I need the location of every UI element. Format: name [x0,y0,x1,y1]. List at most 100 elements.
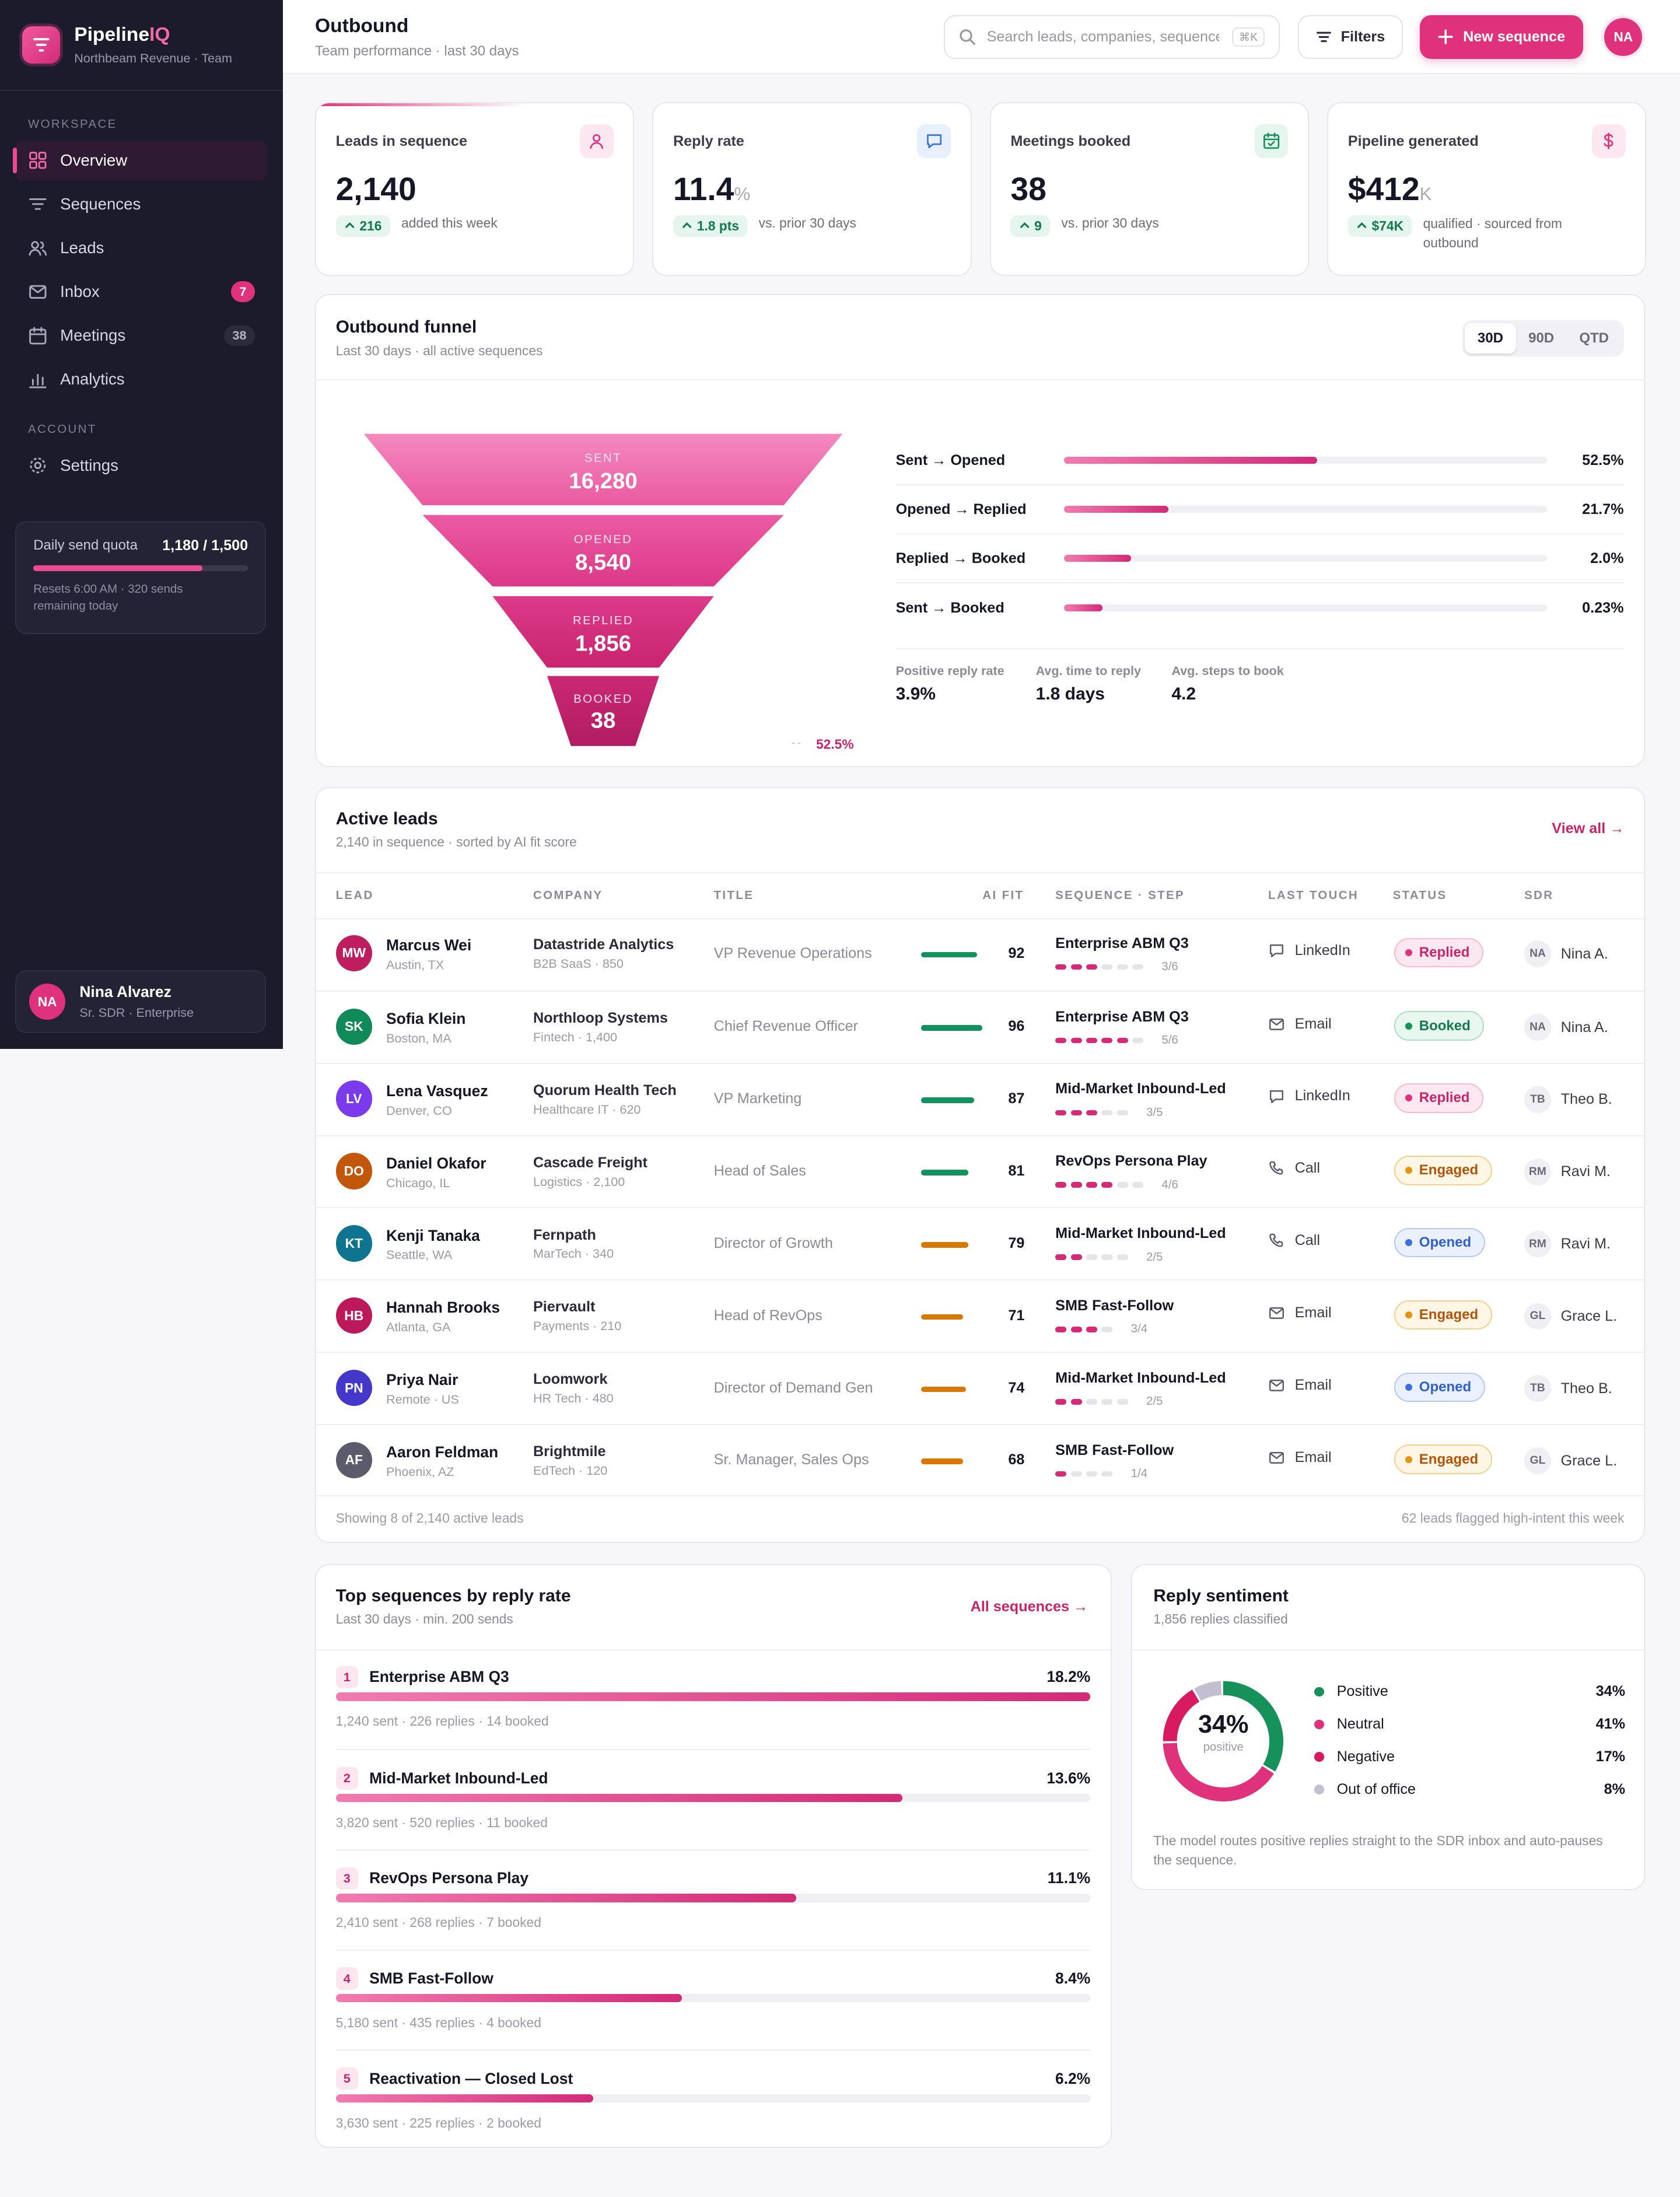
sequence-meta: 3,820 sent · 520 replies · 11 booked [335,1814,548,1830]
conversion-pct: 52.5% [1582,452,1624,468]
lead-name[interactable]: Priya Nair [386,1371,459,1389]
bar-chart-icon [29,373,47,389]
status-dot [1405,1239,1412,1247]
mail-icon [1269,1018,1284,1030]
column-header[interactable]: LEAD [335,888,374,902]
step-dot [1086,1471,1098,1477]
sequence-name[interactable]: Mid-Market Inbound-Led [1055,1225,1226,1242]
table-row[interactable]: MW Marcus Wei Austin, TX Datastride Analyti… [316,918,1644,991]
sidebar: PipelineIQ Northbeam Revenue · Team WORK… [0,0,283,1049]
table-row[interactable]: HB Hannah Brooks Atlanta, GA Piervault Payme… [316,1279,1644,1352]
chat-icon [1269,944,1283,957]
sidebar-item-sequences[interactable]: Sequences [15,184,267,223]
sequence-row[interactable]: 4 SMB Fast-Follow 8.4% 5,180 sent · 435 rep… [335,1949,1091,2049]
lead-name[interactable]: Lena Vasquez [386,1082,488,1100]
column-header[interactable]: SDR [1524,888,1554,902]
sequence-row[interactable]: 5 Reactivation — Closed Lost 6.2% 3,630 sen… [335,2049,1091,2149]
legend-label: Positive [1336,1683,1388,1700]
sidebar-item-inbox[interactable]: Inbox 7 [15,272,267,312]
legend-label: Negative [1336,1748,1395,1765]
avatar: DO [335,1153,372,1190]
legend-swatch [1314,1719,1324,1730]
sidebar-item-analytics[interactable]: Analytics [15,360,267,399]
filters-button[interactable]: Filters [1297,15,1403,59]
sequence-meta: 3,630 sent · 225 replies · 2 booked [335,2115,541,2130]
sidebar-item-meetings[interactable]: Meetings 38 [15,316,267,355]
sequence-name[interactable]: Enterprise ABM Q3 [1055,1008,1189,1025]
sequence-steps: 3/5 [1055,1106,1226,1120]
sequence-name[interactable]: SMB Fast-Follow [1055,1442,1174,1458]
step-dot [1101,1182,1113,1188]
lead-name[interactable]: Aaron Feldman [386,1443,499,1461]
sidebar-item-settings[interactable]: Settings [15,446,267,485]
range-90d[interactable]: 90D [1528,330,1555,346]
search-input[interactable]: Search leads, companies, sequences ⌘K [943,15,1280,59]
user-card[interactable]: NA Nina Alvarez Sr. SDR · Enterprise [15,970,266,1034]
sequence-name[interactable]: Mid-Market Inbound-Led [1055,1080,1226,1097]
all-sequences-link[interactable]: All sequences → [970,1598,1088,1615]
table-row[interactable]: KT Kenji Tanaka Seattle, WA Fernpath MarTech… [316,1207,1644,1280]
table-row[interactable]: PN Priya Nair Remote · US Loomwork HR Tech ·… [316,1352,1644,1425]
sequence-name[interactable]: RevOps Persona Play [1055,1153,1208,1170]
table-row[interactable]: DO Daniel Okafor Chicago, IL Cascade Freigh… [316,1135,1644,1208]
sequence-rank: 3 [335,1867,358,1890]
sidebar-item-label: Sequences [60,195,141,214]
sequence-row[interactable]: 3 RevOps Persona Play 11.1% 2,410 sent · 26… [335,1849,1091,1948]
table-row[interactable]: LV Lena Vasquez Denver, CO Quorum Health Te… [316,1062,1644,1136]
legend-swatch [1314,1785,1324,1795]
lead-name[interactable]: Sofia Klein [386,1010,466,1028]
sequence-bar-fill [335,1793,903,1803]
step-dot [1086,1398,1098,1405]
sequence-name[interactable]: Enterprise ABM Q3 [1055,935,1189,951]
sequence-name[interactable]: Mid-Market Inbound-Led [1055,1369,1226,1386]
table-row[interactable]: AF Aaron Feldman Phoenix, AZ Brightmile EdTe… [316,1423,1644,1497]
sdr-cell: GL Grace L. [1524,1447,1617,1474]
range-qtd[interactable]: QTD [1579,330,1609,346]
step-dot [1055,964,1067,970]
column-header[interactable]: SEQUENCE · STEP [1055,888,1185,902]
new-sequence-button[interactable]: New sequence [1419,15,1584,59]
view-all-link[interactable]: View all → [1552,820,1625,837]
avatar: AF [335,1442,372,1479]
column-header[interactable]: AI FIT [982,888,1024,902]
fit-score-bar [921,1241,969,1248]
table-row[interactable]: SK Sofia Klein Boston, MA Northloop Systems… [316,990,1644,1063]
company-meta: Healthcare IT · 620 [533,1101,641,1117]
sequence-row[interactable]: 2 Mid-Market Inbound-Led 13.6% 3,820 sent ·… [335,1749,1091,1848]
lead-name[interactable]: Hannah Brooks [386,1299,501,1317]
column-header[interactable]: COMPANY [533,888,603,902]
conversion-row: Sent → Booked 0.23% [896,583,1624,632]
legend-item: Out of office 8% [1314,1773,1625,1806]
header-avatar[interactable]: NA [1604,18,1643,56]
sdr-cell: GL Grace L. [1524,1303,1617,1330]
column-header[interactable]: STATUS [1392,888,1447,902]
sdr-name: Grace L. [1560,1452,1618,1469]
sidebar-item-leads[interactable]: Leads [15,229,267,268]
sdr-avatar: RM [1524,1158,1551,1185]
funnel-stage-label: SENT [584,452,622,465]
lead-name[interactable]: Marcus Wei [386,936,472,954]
last-touch-cell: LinkedIn [1268,1087,1350,1104]
kpi-delta: 216 added this week [335,215,498,237]
page-subtitle: Team performance · last 30 days [314,43,519,60]
legend-pct: 8% [1604,1781,1625,1798]
sequence-row[interactable]: 1 Enterprise ABM Q3 18.2% 1,240 sent · 226 … [335,1649,1091,1748]
range-30d[interactable]: 30D [1465,323,1516,354]
lead-name[interactable]: Kenji Tanaka [386,1226,480,1244]
donut-segment-positive [1163,1681,1284,1802]
conversion-row: Opened → Replied 21.7% [895,485,1624,535]
funnel-stage-label: BOOKED [573,692,633,705]
step-dot [1086,1110,1098,1116]
sequence-name[interactable]: SMB Fast-Follow [1055,1297,1174,1314]
column-header[interactable]: LAST TOUCH [1268,888,1359,902]
sidebar-item-overview[interactable]: Overview [12,141,268,180]
sequence-step: 2/5 [1146,1395,1163,1408]
column-header[interactable]: TITLE [713,888,754,902]
lead-name[interactable]: Daniel Okafor [386,1154,487,1172]
mail-icon [1269,1379,1284,1391]
sequence-step: 5/6 [1161,1034,1178,1047]
sdr-avatar: NA [1524,940,1551,967]
conversion-pct: 0.23% [1582,599,1624,616]
sdr-avatar: NA [1524,1014,1551,1041]
sequences-subtitle: Last 30 days · min. 200 sends [335,1611,513,1627]
